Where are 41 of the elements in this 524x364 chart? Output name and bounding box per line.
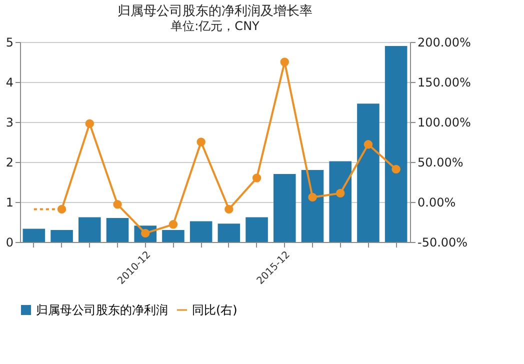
point (308, 192, 317, 202)
point (113, 200, 122, 209)
y-tick-label: 0 (6, 236, 14, 250)
point (392, 164, 400, 174)
y2-tick-label: 0.00% (418, 196, 456, 210)
y-tick-label: 1 (6, 196, 14, 210)
chart-title: 归属母公司股东的净利润及增长率 (118, 3, 312, 19)
bar (190, 221, 212, 242)
bar (50, 230, 73, 242)
point (252, 174, 262, 182)
bar (301, 170, 324, 242)
point (196, 138, 206, 146)
point (280, 58, 289, 66)
text: 单位:亿元，CNY (170, 19, 260, 33)
bar (357, 104, 380, 242)
y2-tick-label: 150.00% (418, 76, 471, 90)
point (224, 204, 234, 214)
point (336, 188, 345, 198)
bar (106, 218, 129, 242)
y-tick-label: 3 (6, 116, 14, 130)
point (57, 204, 66, 214)
bar (329, 161, 352, 242)
bar (246, 217, 268, 242)
y-tick-label: 4 (6, 76, 14, 90)
legend-label: 同比(右) (192, 303, 238, 317)
bar (218, 224, 240, 242)
point (85, 119, 94, 128)
bar (22, 228, 46, 242)
legend-label: 归属母公司股东的净利润 (36, 303, 168, 317)
y-tick-label: 5 (6, 36, 14, 50)
y2-tick-label: 200.00% (418, 36, 471, 50)
y2-tick-label: -50.00% (418, 236, 468, 250)
point (364, 140, 373, 149)
point (168, 220, 178, 229)
bar (384, 46, 408, 242)
bar (274, 174, 296, 242)
bar (162, 230, 184, 242)
y2-tick-label: 100.00% (418, 116, 471, 130)
bar (78, 217, 101, 242)
y2-tick-label: 50.00% (418, 156, 464, 170)
y-tick-label: 2 (6, 156, 14, 170)
